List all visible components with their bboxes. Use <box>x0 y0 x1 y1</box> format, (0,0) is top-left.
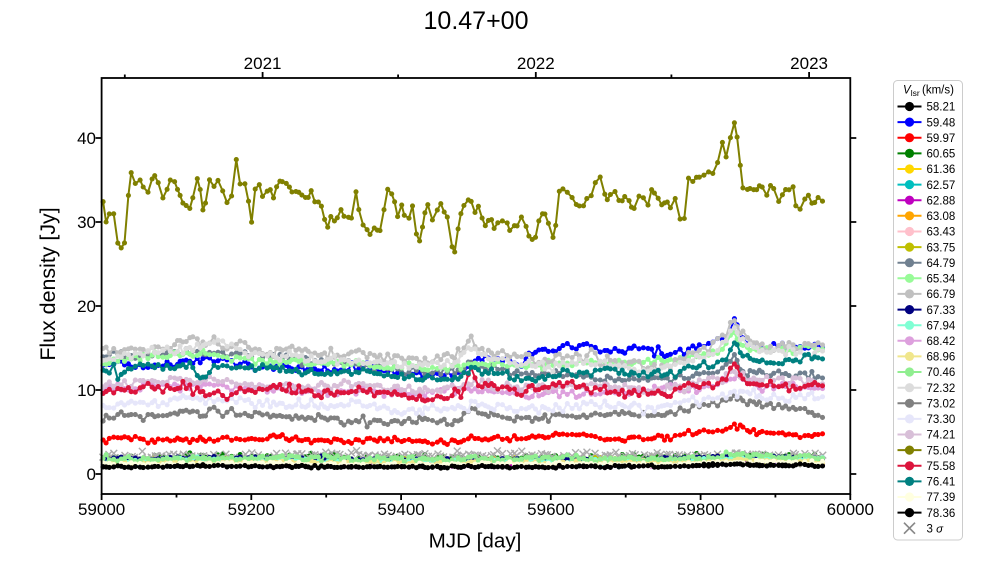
svg-text:63.75: 63.75 <box>927 242 956 254</box>
svg-text:63.43: 63.43 <box>927 227 956 239</box>
svg-text:Flux density [Jy]: Flux density [Jy] <box>36 207 60 360</box>
svg-text:59200: 59200 <box>228 500 275 519</box>
svg-text:66.79: 66.79 <box>927 289 956 301</box>
svg-text:76.41: 76.41 <box>927 477 956 489</box>
svg-text:2023: 2023 <box>790 54 828 73</box>
svg-text:60.65: 60.65 <box>927 149 956 161</box>
svg-text:68.96: 68.96 <box>927 352 956 364</box>
svg-text:67.94: 67.94 <box>927 320 956 332</box>
svg-text:58.21: 58.21 <box>927 102 956 114</box>
svg-text:74.21: 74.21 <box>927 430 956 442</box>
svg-text:68.42: 68.42 <box>927 336 956 348</box>
svg-text:20: 20 <box>77 297 96 316</box>
svg-text:59600: 59600 <box>527 500 574 519</box>
svg-text:63.08: 63.08 <box>927 211 956 223</box>
svg-text:60000: 60000 <box>827 500 874 519</box>
svg-text:59000: 59000 <box>78 500 125 519</box>
svg-text:64.79: 64.79 <box>927 258 956 270</box>
svg-text:67.33: 67.33 <box>927 305 956 317</box>
svg-text:30: 30 <box>77 213 96 232</box>
svg-text:65.34: 65.34 <box>927 274 956 286</box>
svg-text:MJD [day]: MJD [day] <box>429 530 522 553</box>
svg-text:77.39: 77.39 <box>927 492 956 504</box>
svg-text:40: 40 <box>77 129 96 148</box>
svg-text:3 σ: 3 σ <box>927 523 945 535</box>
svg-text:59800: 59800 <box>677 500 724 519</box>
svg-text:62.88: 62.88 <box>927 195 956 207</box>
svg-text:72.32: 72.32 <box>927 383 956 395</box>
svg-text:70.46: 70.46 <box>927 367 956 379</box>
svg-text:2022: 2022 <box>517 54 555 73</box>
svg-text:10.47+00: 10.47+00 <box>424 7 529 35</box>
svg-text:78.36: 78.36 <box>927 508 956 520</box>
svg-text:75.04: 75.04 <box>927 445 956 457</box>
svg-text:73.02: 73.02 <box>927 399 956 411</box>
svg-text:0: 0 <box>87 465 96 484</box>
svg-text:61.36: 61.36 <box>927 164 956 176</box>
svg-text:2021: 2021 <box>244 54 282 73</box>
svg-text:75.58: 75.58 <box>927 461 956 473</box>
svg-text:10: 10 <box>77 381 96 400</box>
svg-text:59.97: 59.97 <box>927 133 956 145</box>
svg-text:59400: 59400 <box>377 500 424 519</box>
svg-text:Vlsr (km/s): Vlsr (km/s) <box>903 85 954 99</box>
svg-text:73.30: 73.30 <box>927 414 956 426</box>
svg-text:59.48: 59.48 <box>927 117 956 129</box>
svg-text:62.57: 62.57 <box>927 180 956 192</box>
